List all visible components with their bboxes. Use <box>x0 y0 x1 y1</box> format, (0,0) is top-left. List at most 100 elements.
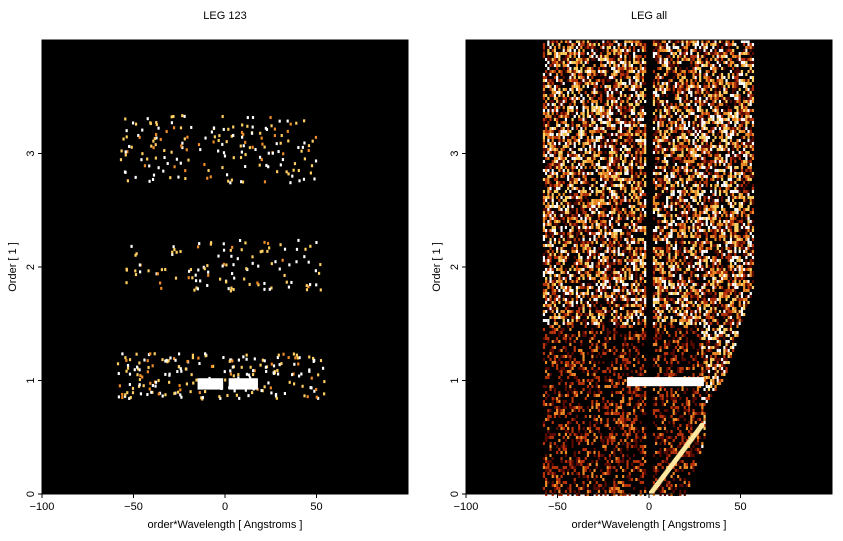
heatmap-cell <box>589 91 592 94</box>
heatmap-cell <box>635 250 638 253</box>
heatmap-cell <box>560 67 563 70</box>
heatmap-cell <box>606 202 609 205</box>
heatmap-cell <box>578 250 581 253</box>
heatmap-cell <box>624 199 627 202</box>
heatmap-cell <box>580 367 583 370</box>
heatmap-cell <box>624 115 627 118</box>
heatmap-cell <box>564 49 568 52</box>
heatmap-cell <box>584 157 587 160</box>
heatmap-cell <box>602 241 605 244</box>
heatmap-cell <box>564 166 568 169</box>
heatmap-cell <box>602 85 605 88</box>
heatmap-cell <box>551 196 554 199</box>
heatmap-cell <box>551 205 554 208</box>
heatmap-cell <box>573 244 576 247</box>
heatmap-cell <box>569 103 572 106</box>
heatmap-cell <box>580 190 583 193</box>
heatmap-cell <box>575 250 579 253</box>
heatmap-cell <box>613 238 616 241</box>
heatmap-cell <box>637 214 640 217</box>
heatmap-cell <box>199 279 202 283</box>
heatmap-cell <box>604 265 607 268</box>
heatmap-cell <box>564 439 568 442</box>
heatmap-cell <box>547 106 550 109</box>
heatmap-cell <box>597 430 601 433</box>
heatmap-cell <box>547 64 550 67</box>
heatmap-cell <box>578 259 581 262</box>
heatmap-cell <box>564 271 568 274</box>
heatmap-cell <box>547 340 550 343</box>
heatmap-cell <box>556 202 559 205</box>
heatmap-cell <box>589 61 592 64</box>
heatmap-cell <box>251 125 254 129</box>
heatmap-cell <box>622 472 625 475</box>
heatmap-cell <box>613 43 616 46</box>
heatmap-cell <box>628 433 631 436</box>
heatmap-cell <box>558 277 561 280</box>
heatmap-cell <box>628 397 631 400</box>
heatmap-cell <box>542 61 546 64</box>
heatmap-cell <box>571 136 574 139</box>
heatmap-cell <box>553 109 557 112</box>
heatmap-cell <box>633 406 636 409</box>
heatmap-cell <box>558 211 561 214</box>
heatmap-cell <box>564 196 568 199</box>
heatmap-cell <box>246 124 249 128</box>
heatmap-cell <box>597 313 601 316</box>
heatmap-cell <box>619 427 623 430</box>
heatmap-cell <box>556 352 559 355</box>
heatmap-cell <box>564 307 568 310</box>
heatmap-cell <box>615 475 618 478</box>
heatmap-cell <box>571 46 574 49</box>
heatmap-cell <box>619 49 623 52</box>
heatmap-cell <box>635 214 638 217</box>
heatmap-cell <box>626 124 629 127</box>
heatmap-cell <box>556 184 559 187</box>
heatmap-cell <box>613 70 616 73</box>
heatmap-cell <box>608 460 612 463</box>
heatmap-cell <box>595 451 598 454</box>
heatmap-cell <box>560 280 563 283</box>
heatmap-cell <box>633 118 636 121</box>
heatmap-cell <box>637 76 640 79</box>
heatmap-cell <box>562 181 565 184</box>
heatmap-cell <box>197 245 200 249</box>
heatmap-cell <box>582 262 585 265</box>
heatmap-cell <box>628 298 631 301</box>
heatmap-cell <box>606 481 609 484</box>
heatmap-cell <box>633 175 636 178</box>
heatmap-cell <box>580 430 583 433</box>
heatmap-cell <box>628 472 631 475</box>
heatmap-cell <box>633 46 636 49</box>
heatmap-cell <box>624 337 627 340</box>
heatmap-cell <box>573 346 576 349</box>
heatmap-cell <box>584 229 587 232</box>
heatmap-cell <box>560 418 563 421</box>
heatmap-cell <box>606 268 609 271</box>
heatmap-cell <box>606 472 609 475</box>
heatmap-cell <box>542 385 546 388</box>
heatmap-cell <box>580 280 583 283</box>
heatmap-cell <box>562 253 565 256</box>
heatmap-cell <box>571 124 574 127</box>
heatmap-cell <box>586 385 590 388</box>
heatmap-cell <box>560 208 563 211</box>
heatmap-cell <box>315 395 318 399</box>
heatmap-cell <box>562 298 565 301</box>
heatmap-cell <box>567 166 570 169</box>
heatmap-cell <box>597 151 601 154</box>
heatmap-cell <box>600 193 603 196</box>
heatmap-cell <box>124 356 127 360</box>
heatmap-cell <box>606 76 609 79</box>
heatmap-cell <box>624 361 627 364</box>
heatmap-cell <box>549 115 552 118</box>
heatmap-cell <box>558 241 561 244</box>
heatmap-cell <box>172 357 176 361</box>
heatmap-cell <box>547 67 550 70</box>
heatmap-cell <box>549 205 552 208</box>
heatmap-cell <box>582 352 585 355</box>
heatmap-cell <box>591 202 594 205</box>
heatmap-cell <box>582 475 585 478</box>
heatmap-cell <box>573 361 576 364</box>
heatmap-cell <box>578 169 581 172</box>
